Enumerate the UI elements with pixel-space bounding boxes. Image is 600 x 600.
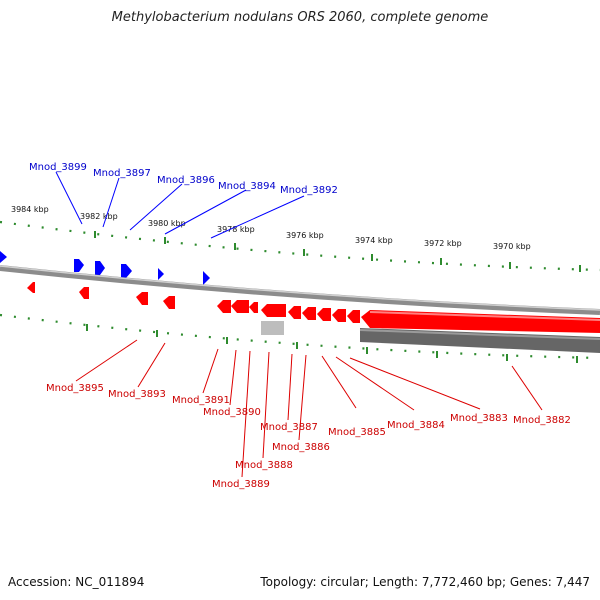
- reverse-gene-mnod-3890: [217, 300, 231, 313]
- pseudo-feature: [261, 321, 284, 335]
- reverse-gene-mnod-3886: [261, 304, 286, 317]
- reverse-gene-mnod-3891: [163, 296, 175, 309]
- gene-label-mnod-3887: Mnod_3887: [260, 422, 318, 433]
- reverse-gene-mnod-3885: [288, 306, 301, 319]
- accession-text: Accession: NC_011894: [8, 575, 145, 589]
- inner-tick-row: [0, 313, 600, 360]
- kbp-label-3974: 3974 kbp: [355, 236, 393, 245]
- forward-gene-edge: [0, 251, 7, 263]
- gene-label-mnod-3889: Mnod_3889: [212, 479, 270, 490]
- kbp-label-3972: 3972 kbp: [424, 239, 462, 248]
- genome-backbone: [0, 265, 600, 315]
- gene-label-mnod-3895: Mnod_3895: [46, 383, 104, 394]
- reverse-gene-mnod-3895: [79, 287, 89, 299]
- gene-label-mnod-3892: Mnod_3892: [280, 185, 338, 196]
- reverse-gene-mnod-3888: [231, 300, 249, 313]
- reverse-label-leaders: [75, 339, 543, 478]
- forward-gene-mnod-3892: [203, 271, 210, 285]
- kbp-label-3978: 3978 kbp: [217, 225, 255, 234]
- gene-label-mnod-3897: Mnod_3897: [93, 168, 151, 179]
- kbp-label-3980: 3980 kbp: [148, 219, 186, 228]
- reverse-strand-genes: [27, 282, 600, 333]
- reverse-gene-mnod-3893: [136, 292, 148, 305]
- reverse-gene-mnod-3884b: [347, 310, 360, 323]
- outer-tick-row: [0, 220, 600, 272]
- gene-label-mnod-3883: Mnod_3883: [450, 413, 508, 424]
- rna-feature: [360, 328, 600, 353]
- kbp-label-3970: 3970 kbp: [493, 242, 531, 251]
- gray-feature-blocks: [261, 321, 600, 353]
- forward-gene-mnod-3896: [121, 264, 132, 278]
- gene-label-mnod-3894: Mnod_3894: [218, 181, 276, 192]
- gene-label-mnod-3882: Mnod_3882: [513, 415, 571, 426]
- gene-label-mnod-3888: Mnod_3888: [235, 460, 293, 471]
- gene-label-mnod-3885: Mnod_3885: [328, 427, 386, 438]
- gene-label-mnod-3891: Mnod_3891: [172, 395, 230, 406]
- forward-gene-mnod-3897: [95, 261, 105, 275]
- forward-gene-mnod-3899: [74, 259, 84, 272]
- genome-summary-text: Topology: circular; Length: 7,772,460 bp…: [260, 575, 590, 589]
- gene-label-mnod-3893: Mnod_3893: [108, 389, 166, 400]
- gene-label-mnod-3899: Mnod_3899: [29, 162, 87, 173]
- kbp-label-3982: 3982 kbp: [80, 212, 118, 221]
- reverse-gene-mnod-3887: [249, 302, 258, 313]
- gene-label-mnod-3896: Mnod_3896: [157, 175, 215, 186]
- kbp-scale-labels: 3984 kbp 3982 kbp 3980 kbp 3978 kbp 3976…: [11, 205, 531, 251]
- map-title: Methylobacterium nodulans ORS 2060, comp…: [111, 10, 489, 25]
- reverse-gene-mnod-3883b: [332, 309, 346, 322]
- gene-label-mnod-3886: Mnod_3886: [272, 442, 330, 453]
- gene-label-mnod-3884: Mnod_3884: [387, 420, 445, 431]
- inner-major-ticks: [86, 324, 578, 363]
- reverse-gene-mnod-3883: [317, 308, 331, 321]
- kbp-label-3976: 3976 kbp: [286, 231, 324, 240]
- reverse-gene-mnod-3882: [361, 310, 600, 333]
- reverse-gene-labels: Mnod_3895 Mnod_3893 Mnod_3891 Mnod_3890 …: [46, 383, 571, 490]
- forward-strand-genes: [0, 251, 210, 285]
- forward-gene-labels: Mnod_3899 Mnod_3897 Mnod_3896 Mnod_3894 …: [29, 162, 338, 196]
- outer-major-ticks: [94, 231, 581, 272]
- kbp-label-3984: 3984 kbp: [11, 205, 49, 214]
- gene-label-mnod-3890: Mnod_3890: [203, 407, 261, 418]
- forward-label-leaders: [55, 171, 305, 239]
- reverse-gene-mnod-3884: [302, 307, 316, 320]
- forward-gene-mnod-3894: [158, 268, 164, 280]
- reverse-gene-left-edge: [27, 282, 35, 293]
